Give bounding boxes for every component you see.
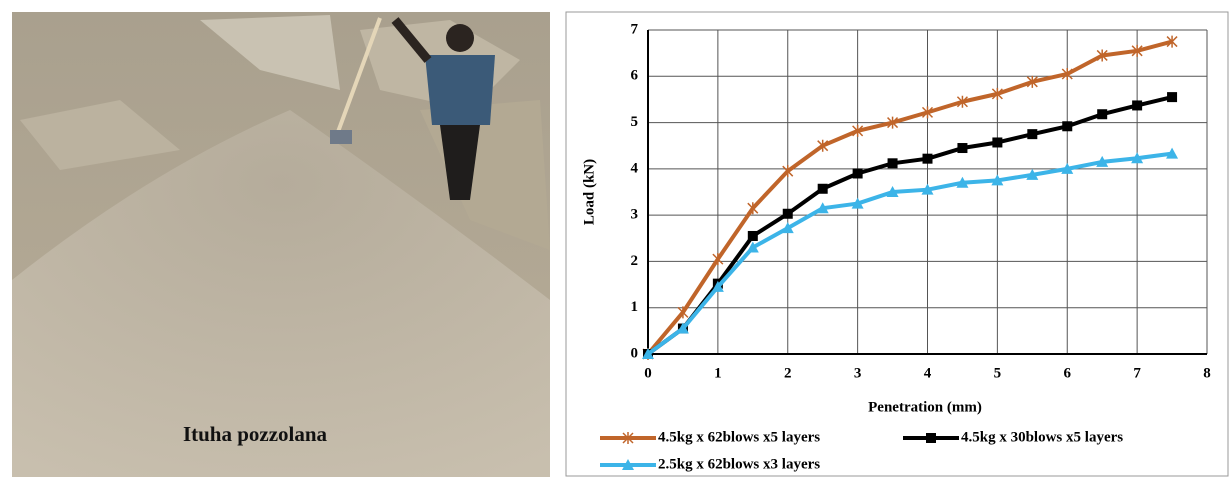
marker (921, 106, 934, 119)
y-tick-label: 0 (631, 345, 639, 361)
series-line (646, 151, 1173, 356)
marker (1026, 168, 1039, 180)
marker (817, 183, 828, 194)
marker (956, 95, 968, 108)
x-tick-label: 6 (1064, 365, 1072, 381)
chart-frame (565, 11, 1229, 477)
marker (1097, 109, 1108, 120)
marker (921, 183, 934, 195)
series-line (646, 95, 1173, 356)
marker (1166, 35, 1178, 48)
legend-label: 4.5kg x 30blows x5 layers (961, 429, 1123, 445)
marker (1027, 129, 1038, 140)
marker (1062, 121, 1073, 132)
y-tick-label: 5 (631, 114, 639, 130)
marker (642, 348, 654, 359)
marker (1096, 49, 1108, 62)
marker (1131, 152, 1144, 164)
x-tick-label: 7 (1133, 365, 1141, 381)
marker (851, 197, 864, 209)
marker (1061, 67, 1073, 80)
y-tick-label: 7 (631, 21, 639, 37)
y-tick-label: 3 (631, 207, 639, 223)
y-tick-label: 4 (631, 160, 639, 176)
marker (712, 253, 724, 266)
marker (782, 165, 794, 178)
x-tick-label: 1 (714, 365, 722, 381)
marker (781, 222, 794, 234)
marker (747, 230, 758, 241)
legend-label: 4.5kg x 62blows x5 layers (658, 429, 820, 445)
marker (1061, 162, 1074, 174)
marker (1096, 155, 1109, 167)
marker (782, 208, 793, 219)
marker (817, 139, 829, 152)
y-tick-label: 1 (631, 299, 639, 315)
legend-label: 2.5kg x 62blows x3 layers (658, 456, 820, 472)
marker (957, 143, 968, 154)
marker (1131, 44, 1143, 57)
marker (816, 202, 829, 214)
marker (711, 280, 724, 292)
y-tick-label: 6 (631, 68, 639, 84)
y-tick-label: 2 (631, 253, 639, 269)
marker (1026, 75, 1038, 88)
x-tick-label: 4 (924, 365, 932, 381)
marker (677, 306, 689, 319)
marker (956, 176, 969, 188)
photo: Ituha pozzolana (12, 12, 550, 477)
marker (887, 116, 899, 129)
x-tick-label: 3 (854, 365, 862, 381)
marker (992, 137, 1003, 148)
marker (852, 124, 864, 137)
marker (676, 322, 689, 334)
series-line (646, 39, 1173, 356)
marker (747, 202, 759, 215)
marker (746, 241, 759, 253)
marker (991, 87, 1003, 100)
marker (922, 153, 933, 164)
marker (887, 158, 898, 169)
marker (852, 168, 863, 179)
x-tick-label: 0 (644, 365, 652, 381)
x-tick-label: 8 (1203, 365, 1211, 381)
marker (1167, 92, 1178, 103)
marker (622, 459, 634, 470)
x-tick-label: 5 (994, 365, 1002, 381)
marker (622, 432, 634, 444)
marker (886, 186, 899, 197)
marker (926, 433, 936, 443)
y-axis-label: Load (kN) (581, 159, 597, 225)
x-tick-label: 2 (784, 365, 792, 381)
x-axis-label: Penetration (mm) (868, 399, 982, 415)
marker (1132, 100, 1143, 111)
photo-caption: Ituha pozzolana (183, 422, 328, 446)
marker (1166, 147, 1179, 159)
marker (991, 174, 1004, 186)
